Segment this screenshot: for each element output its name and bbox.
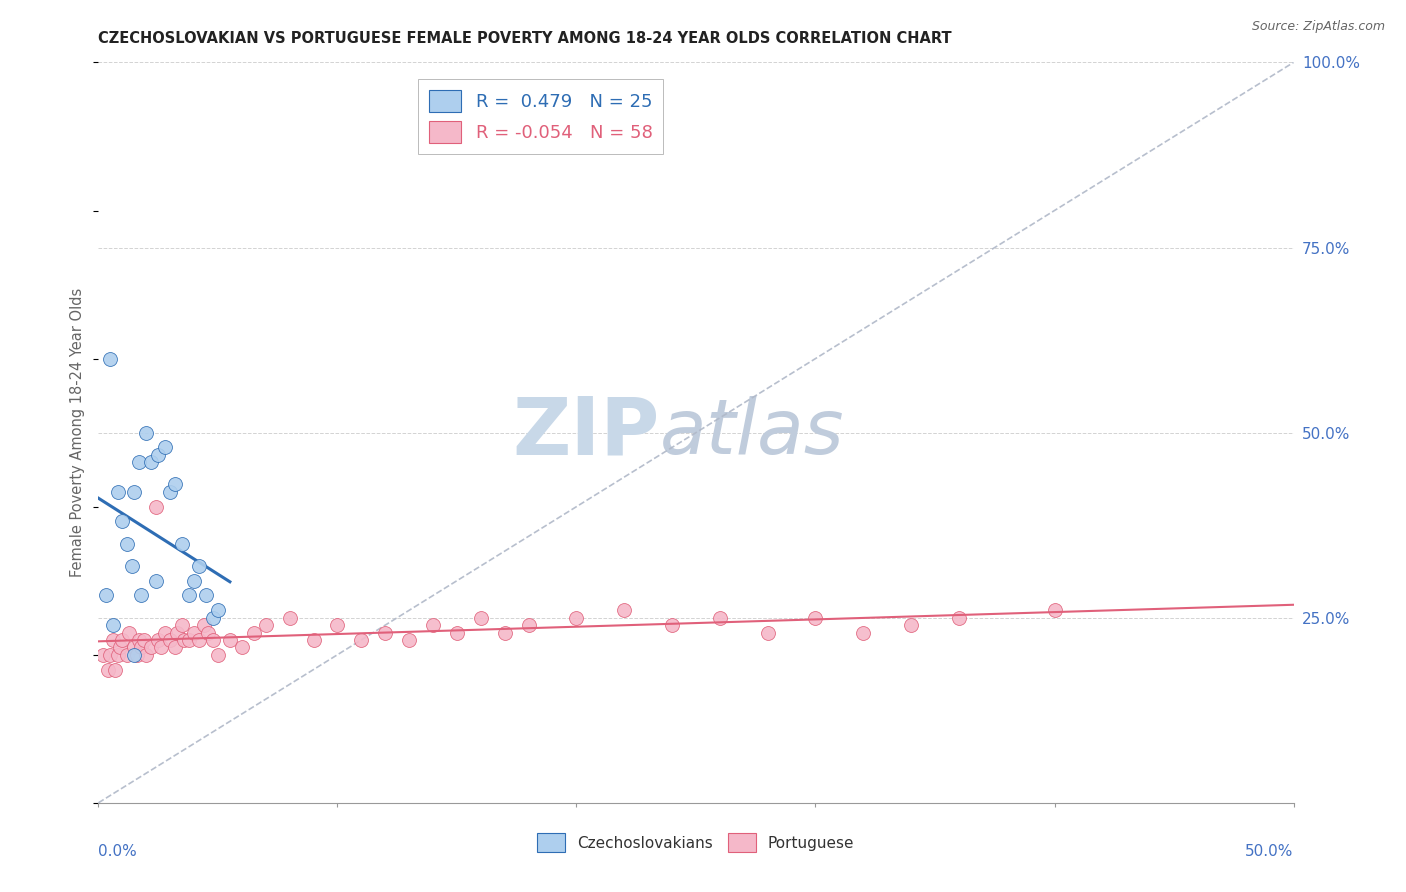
Point [202,632,225,647]
Point [101,632,124,647]
Point [173,632,195,647]
Point [111,632,134,647]
Point [101,618,124,632]
Point [207,603,229,617]
Point [613,603,636,617]
Point [125,648,148,662]
Point [852,625,875,640]
Point [163,640,186,655]
Point [94,589,117,603]
Point [470,610,492,624]
Text: Source: ZipAtlas.com: Source: ZipAtlas.com [1251,20,1385,33]
Point [195,589,218,603]
Point [172,618,194,632]
Point [756,625,779,640]
Point [302,632,325,647]
Point [131,640,153,655]
Point [661,618,683,632]
Point [374,625,396,640]
Point [155,441,177,455]
Point [98,351,122,366]
Point [278,610,301,624]
Point [494,625,516,640]
Point [91,648,114,662]
Point [193,618,215,632]
Point [128,455,150,469]
Point [350,632,373,647]
Point [111,515,134,529]
Point [121,558,143,573]
Point [565,610,588,624]
Point [108,640,131,655]
Point [326,618,349,632]
Point [98,648,122,662]
Text: 50.0%: 50.0% [1246,844,1294,858]
Legend: Czechoslovakians, Portuguese: Czechoslovakians, Portuguese [531,827,860,858]
Point [124,484,146,499]
Point [148,448,170,462]
Point [804,610,827,624]
Point [179,589,201,603]
Point [149,640,172,655]
Point [155,625,177,640]
Text: ZIP: ZIP [513,393,661,472]
Point [124,648,146,662]
Point [446,625,468,640]
Point [422,618,444,632]
Text: CZECHOSLOVAKIAN VS PORTUGUESE FEMALE POVERTY AMONG 18-24 YEAR OLDS CORRELATION C: CZECHOSLOVAKIAN VS PORTUGUESE FEMALE POV… [98,31,952,46]
Point [948,610,970,624]
Point [166,625,188,640]
Point [231,640,253,655]
Point [219,632,242,647]
Text: atlas: atlas [661,396,845,469]
Point [145,574,167,588]
Point [243,625,266,640]
Point [97,663,120,677]
Point [709,610,731,624]
Point [128,632,150,647]
Point [124,640,146,655]
Point [107,484,129,499]
Point [139,640,162,655]
Point [207,648,229,662]
Point [145,500,167,514]
Point [202,610,225,624]
Point [135,648,157,662]
Point [179,632,201,647]
Point [104,663,127,677]
Point [132,632,155,647]
Point [172,536,194,550]
Point [398,632,420,647]
Point [107,648,129,662]
Point [254,618,277,632]
Point [163,477,186,491]
Point [187,558,209,573]
Point [1043,603,1066,617]
Point [139,455,162,469]
Point [900,618,922,632]
Point [187,632,209,647]
Point [159,632,181,647]
Point [197,625,219,640]
Point [115,648,138,662]
Point [135,425,157,440]
Point [183,625,205,640]
Point [115,536,138,550]
Point [118,625,141,640]
Point [517,618,540,632]
Point [131,589,153,603]
Y-axis label: Female Poverty Among 18-24 Year Olds: Female Poverty Among 18-24 Year Olds [70,288,86,577]
Text: 0.0%: 0.0% [98,844,138,858]
Point [148,632,170,647]
Point [159,484,181,499]
Point [183,574,205,588]
